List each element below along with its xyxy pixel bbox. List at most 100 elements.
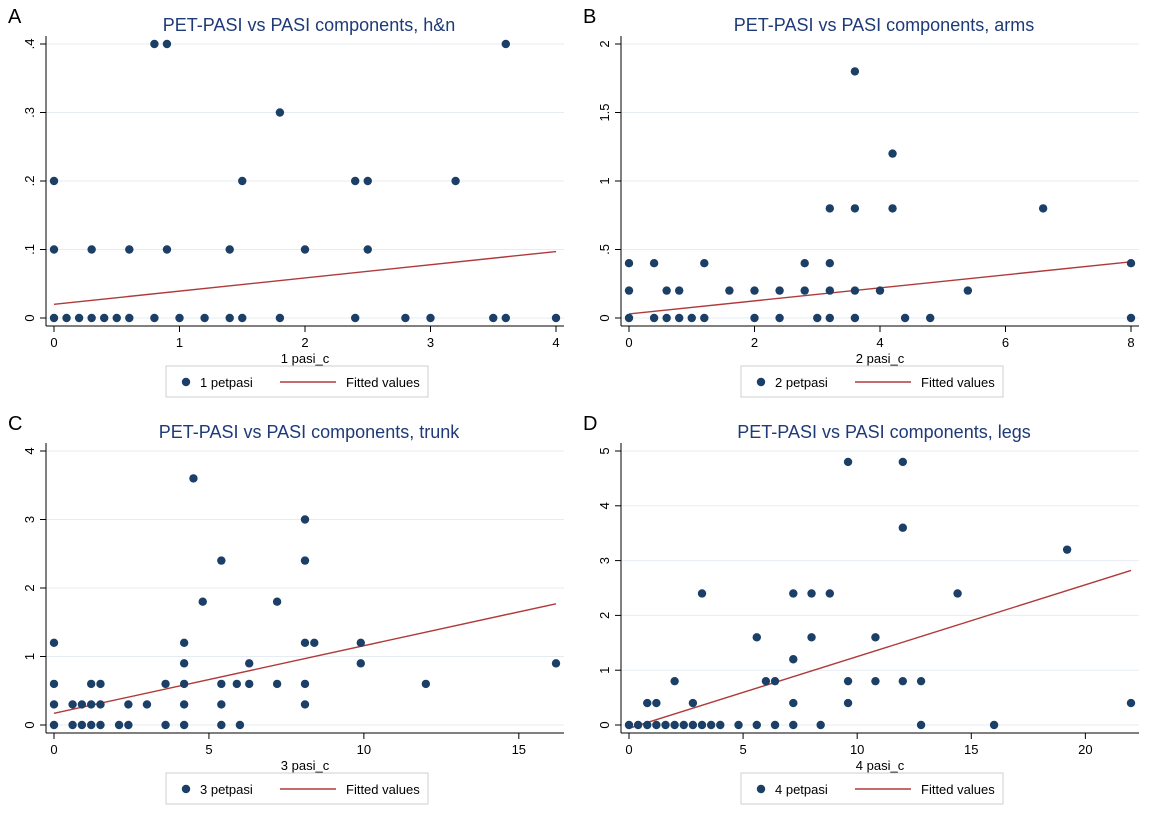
scatter-chart-a: 0 .1 .2 .3 .4 0 1 2 3 4 1 pasi_c PET-PASI vs PASI c… [22,15,564,398]
data-point [225,245,234,254]
panel-b: B 0 .5 1 1.5 2 0 2 4 6 8 2 pasi_c PET-PASI vs PASI … [575,0,1150,407]
data-point [86,700,96,709]
x-tick-label: 10 [850,742,864,757]
x-tick-label: 15 [512,742,526,757]
x-axis-label: 1 pasi_c [281,351,330,366]
x-tick-label: 0 [625,742,632,757]
data-point [100,313,109,323]
x-tick-label: 8 [1127,335,1134,350]
data-point [850,313,860,323]
data-point [96,700,105,709]
data-point [112,313,121,323]
x-axis-label: 3 pasi_c [281,758,330,773]
x-tick-label: 15 [964,742,978,757]
data-point [74,313,84,323]
data-point [843,698,853,708]
data-point [225,313,234,323]
data-point [238,313,247,323]
data-point [670,720,679,730]
data-point [300,679,310,689]
data-point [124,720,133,730]
x-axis-label: 4 pasi_c [856,758,905,773]
data-point [272,597,282,606]
data-point [624,286,634,295]
chart-title: PET-PASI vs PASI components, h&n [163,15,455,35]
data-point [816,720,825,730]
data-point [245,659,254,668]
data-point [624,720,634,730]
data-point [272,679,282,689]
legend-label-fitted: Fitted values [346,782,420,797]
data-point [750,313,759,323]
data-point [652,720,661,730]
panel-a: A 0 .1 .2 .3 .4 0 1 2 3 4 1 pasi_c PET-PASI vs PASI… [0,0,575,407]
data-point [898,457,908,467]
data-point [501,313,510,323]
legend-label-fitted: Fitted values [921,782,995,797]
chart-title: PET-PASI vs PASI components, trunk [159,422,460,442]
data-point [238,176,247,186]
data-point [300,638,310,647]
data-point [813,313,822,323]
data-point [900,313,910,323]
data-point [675,286,684,295]
data-point [124,700,133,709]
data-point [843,676,853,686]
data-point [624,313,634,323]
data-point [68,720,77,730]
chart-title: PET-PASI vs PASI components, legs [737,422,1030,442]
data-point [789,589,798,598]
data-point [49,176,59,186]
fitted-line [628,569,1132,729]
data-point [96,679,105,689]
data-point [752,633,761,642]
x-tick-label: 20 [1078,742,1092,757]
data-point [86,720,96,730]
data-point [926,313,935,323]
data-point [275,313,285,323]
data-point [871,633,880,642]
data-point [175,313,184,323]
data-point [898,523,908,532]
fitted-line [53,603,557,715]
y-tick-label: .5 [597,244,612,255]
data-point [451,176,460,186]
data-point [898,676,908,686]
data-point [700,313,709,323]
data-point [49,720,59,730]
data-point [888,204,897,213]
data-point [697,589,707,598]
data-point [245,679,254,689]
data-point [1126,313,1136,323]
data-point [49,638,59,647]
data-point [775,286,784,295]
data-point [363,245,372,254]
y-tick-label: .2 [22,176,37,187]
y-tick-label: 0 [597,721,612,728]
data-point [87,313,96,323]
data-point [734,720,743,730]
x-axis-label: 2 pasi_c [856,351,905,366]
data-point [96,720,105,730]
data-point [150,39,159,49]
panel-letter-a: A [8,6,22,28]
data-point [161,720,170,730]
data-point [850,204,860,213]
scatter-chart-d: 0 1 2 3 4 5 0 5 10 15 20 4 pasi_c PET-PASI vs PASI c… [597,422,1139,805]
x-tick-label: 6 [1002,335,1009,350]
data-point [1062,545,1072,554]
legend-box [165,772,429,805]
data-point [232,679,242,689]
data-point [77,700,87,709]
data-point [643,720,652,730]
data-point [351,176,360,186]
data-point [62,313,71,323]
data-point [351,313,360,323]
data-point [916,676,926,686]
data-point [87,245,96,254]
data-point [850,67,860,76]
legend-box [740,365,1004,398]
data-point [179,700,189,709]
scatter-chart-b: 0 .5 1 1.5 2 0 2 4 6 8 2 pasi_c PET-PASI vs PASI co… [597,15,1139,398]
y-tick-label: 5 [597,447,612,454]
